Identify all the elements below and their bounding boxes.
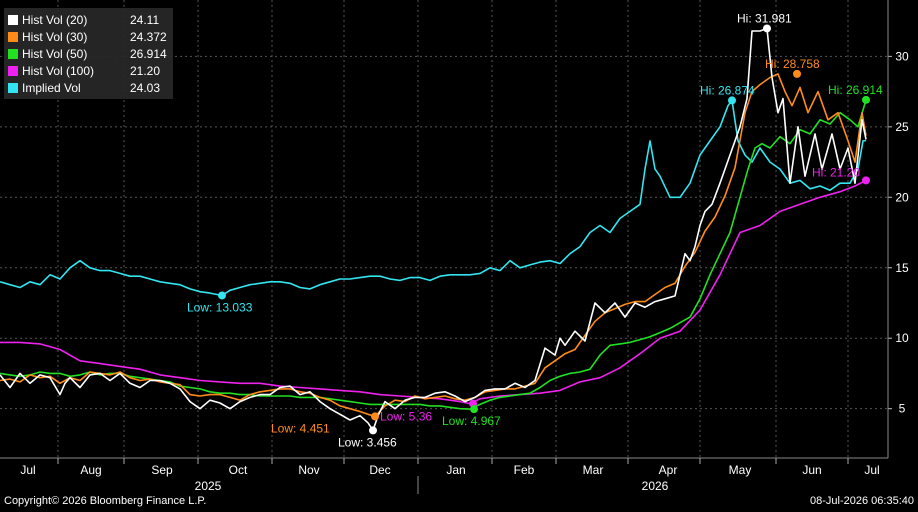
extreme-label: Hi: 31.981	[737, 11, 792, 25]
extreme-label: Low: 4.451	[271, 421, 330, 435]
legend-value: 24.11	[130, 12, 160, 27]
x-tick-label: Nov	[298, 463, 319, 477]
extreme-marker	[369, 426, 377, 435]
legend-value: 26.914	[130, 46, 167, 61]
x-tick-label: Aug	[80, 463, 101, 477]
x-tick-label: Mar	[583, 463, 604, 477]
legend: Hist Vol (20) 24.11 Hist Vol (30) 24.372…	[4, 8, 173, 99]
y-tick-label: 5	[899, 402, 906, 416]
series-line-2	[0, 99, 867, 410]
series-line-1	[0, 73, 867, 418]
legend-item: Hist Vol (30) 24.372	[8, 28, 167, 45]
series-line-4	[0, 99, 867, 297]
extreme-marker	[862, 95, 870, 104]
legend-swatch	[8, 31, 18, 42]
y-tick-label: 15	[895, 261, 909, 275]
y-tick-label: 30	[895, 49, 909, 63]
extreme-marker	[793, 69, 801, 78]
annotations: Hi: 31.981 Hi: 28.758 Hi: 26.914 Hi: 26.874…	[187, 11, 883, 449]
legend-label: Hist Vol (20)	[22, 12, 88, 27]
extreme-label: Hi: 28.758	[765, 57, 820, 71]
x-tick-label: Jul	[20, 463, 35, 477]
legend-item: Hist Vol (100) 21.20	[8, 62, 167, 79]
legend-label: Hist Vol (100)	[22, 63, 95, 78]
extreme-label: Low: 5.36	[380, 410, 432, 424]
extreme-marker	[470, 405, 478, 414]
extreme-label: Hi: 26.874	[700, 83, 755, 97]
x-year-label: 2025	[195, 479, 222, 493]
series-lines	[0, 27, 867, 432]
legend-swatch	[8, 82, 18, 93]
y-tick-label: 20	[895, 190, 909, 204]
extreme-label: Hi: 21.20	[812, 165, 860, 179]
x-tick-label: Oct	[229, 463, 248, 477]
y-tick-label: 25	[895, 120, 909, 134]
extreme-label: Low: 13.033	[187, 300, 253, 314]
legend-label: Hist Vol (50)	[22, 46, 88, 61]
y-axis: 5 10 15 20 25 30	[887, 0, 909, 458]
y-tick-label: 10	[895, 331, 909, 345]
legend-swatch	[8, 14, 18, 25]
x-tick-label: Jun	[802, 463, 821, 477]
legend-value: 24.03	[130, 80, 161, 95]
x-axis: Jul Aug Sep Oct Nov Dec Jan Feb Mar Apr May Jun Jul 2…	[0, 457, 888, 494]
x-tick-label: Apr	[659, 463, 678, 477]
legend-label: Implied Vol	[22, 80, 81, 95]
legend-item: Hist Vol (20) 24.11	[8, 11, 167, 28]
x-tick-label: May	[729, 463, 752, 477]
x-tick-label: Jul	[864, 463, 879, 477]
series-line-0	[0, 27, 867, 432]
copyright-text: Copyright© 2026 Bloomberg Finance L.P.	[4, 495, 207, 507]
timestamp-text: 08-Jul-2026 06:35:40	[810, 495, 914, 507]
legend-item: Hist Vol (50) 26.914	[8, 45, 167, 62]
extreme-label: Low: 3.456	[338, 435, 397, 449]
extreme-marker	[728, 96, 736, 105]
x-tick-label: Jan	[446, 463, 465, 477]
extreme-marker	[862, 176, 870, 185]
legend-swatch	[8, 65, 18, 76]
legend-value: 21.20	[130, 63, 161, 78]
x-tick-label: Feb	[514, 463, 535, 477]
extreme-marker	[371, 412, 379, 421]
legend-swatch	[8, 48, 18, 59]
x-year-label: 2026	[642, 479, 669, 493]
x-tick-label: Dec	[369, 463, 390, 477]
legend-value: 24.372	[130, 29, 167, 44]
extreme-label: Hi: 26.914	[828, 83, 883, 97]
legend-item: Implied Vol 24.03	[8, 79, 167, 96]
extreme-marker	[763, 24, 771, 33]
extreme-label: Low: 4.967	[442, 414, 501, 428]
legend-label: Hist Vol (30)	[22, 29, 88, 44]
x-tick-label: Sep	[151, 463, 173, 477]
extreme-marker	[218, 291, 226, 300]
series-line-3	[0, 179, 867, 405]
